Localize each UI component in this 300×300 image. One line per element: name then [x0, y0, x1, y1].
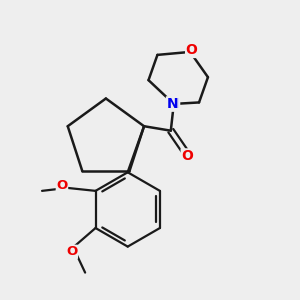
- Text: O: O: [56, 179, 68, 192]
- Text: O: O: [186, 44, 197, 57]
- Text: O: O: [66, 245, 77, 258]
- Text: N: N: [167, 97, 178, 111]
- Text: O: O: [181, 149, 193, 163]
- Text: N: N: [168, 97, 180, 111]
